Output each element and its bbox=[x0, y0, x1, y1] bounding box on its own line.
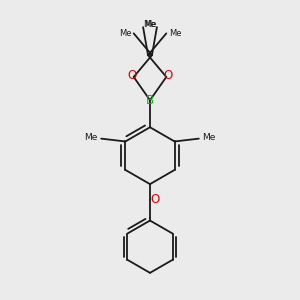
Text: O: O bbox=[163, 69, 172, 82]
Text: Me: Me bbox=[169, 29, 181, 38]
Text: O: O bbox=[128, 69, 137, 82]
Text: Me: Me bbox=[144, 20, 156, 29]
Text: Me: Me bbox=[119, 29, 131, 38]
Text: Me: Me bbox=[144, 20, 156, 29]
Text: O: O bbox=[150, 193, 160, 206]
Text: Me: Me bbox=[85, 133, 98, 142]
Text: Me: Me bbox=[202, 133, 215, 142]
Text: B: B bbox=[146, 94, 154, 107]
